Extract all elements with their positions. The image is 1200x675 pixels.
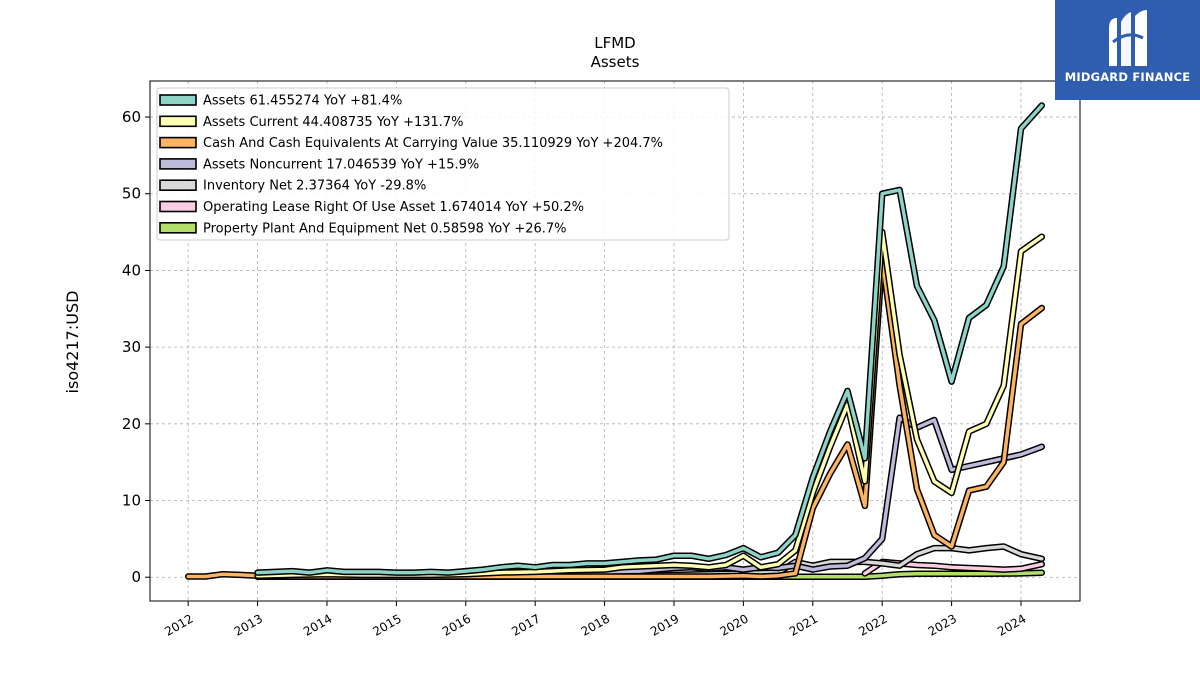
chart-title: LFMD — [594, 34, 635, 52]
legend-label: Assets Noncurrent 17.046539 YoY +15.9% — [203, 157, 479, 172]
legend-box — [156, 87, 730, 241]
x-tick-label: 2014 — [301, 611, 334, 638]
legend-item: Inventory Net 2.37364 YoY -29.8% — [159, 179, 426, 194]
legend: Assets 61.455274 YoY +81.4% Assets Curren… — [156, 87, 730, 241]
x-tick-label: 2016 — [440, 611, 473, 638]
y-tick-label: 60 — [122, 108, 141, 126]
legend-item: Property Plant And Equipment Net 0.58598… — [159, 221, 567, 236]
x-tick-label: 2012 — [162, 611, 195, 638]
y-tick-label: 20 — [122, 415, 141, 433]
legend-item: Assets Noncurrent 17.046539 YoY +15.9% — [159, 157, 479, 172]
series-line-0 — [254, 102, 1046, 576]
x-tick-label: 2021 — [787, 611, 820, 638]
y-tick-label: 50 — [122, 185, 141, 203]
legend-item: Operating Lease Right Of Use Asset 1.674… — [159, 200, 584, 215]
grid-lines — [150, 81, 1080, 601]
legend-swatch — [159, 158, 197, 170]
legend-swatch — [159, 94, 197, 106]
y-tick-label: 0 — [131, 568, 141, 586]
legend-label: Assets 61.455274 YoY +81.4% — [203, 94, 402, 109]
y-axis-label: iso4217:USD — [63, 291, 82, 394]
x-tick-label: 2024 — [995, 611, 1028, 638]
chart-subtitle: Assets — [591, 53, 640, 71]
x-tick-label: 2015 — [370, 611, 403, 638]
legend-swatch — [159, 115, 197, 128]
series-line-1 — [254, 228, 1046, 579]
x-tick-label: 2023 — [926, 611, 959, 638]
legend-item: Cash And Cash Equivalents At Carrying Va… — [159, 136, 663, 151]
x-tick-label: 2019 — [648, 611, 681, 638]
series-outline — [254, 228, 1046, 579]
midgard-m-logo-icon — [1109, 10, 1147, 66]
series-stroke — [255, 103, 1044, 575]
x-tick-label: 2018 — [579, 611, 612, 638]
legend-label: Inventory Net 2.37364 YoY -29.8% — [203, 179, 426, 194]
legend-swatch — [159, 222, 197, 234]
legend-label: Assets Current 44.408735 YoY +131.7% — [203, 115, 464, 130]
brand-name: MIDGARD FINANCE — [1064, 70, 1191, 84]
series-stroke — [255, 230, 1044, 578]
x-tick-label: 2013 — [232, 611, 265, 638]
x-tick-label: 2022 — [856, 611, 889, 638]
series-lines — [184, 102, 1046, 581]
legend-label: Cash And Cash Equivalents At Carrying Va… — [203, 136, 663, 151]
legend-swatch — [159, 136, 197, 149]
x-tick-label: 2020 — [717, 611, 750, 638]
y-axis-ticks: 0 10 20 30 40 50 60 — [122, 108, 150, 586]
plot-frame — [149, 80, 1081, 602]
y-tick-label: 10 — [122, 492, 141, 510]
y-tick-label: 30 — [122, 338, 141, 356]
x-tick-label: 2017 — [509, 611, 542, 638]
y-tick-label: 40 — [122, 261, 141, 279]
x-axis-ticks: 2012 2013 2014 2015 2016 2017 2018 2019 2020 2021… — [162, 601, 1029, 639]
legend-label: Operating Lease Right Of Use Asset 1.674… — [203, 200, 584, 215]
legend-item: Assets Current 44.408735 YoY +131.7% — [159, 115, 464, 130]
midgard-finance-logo: MIDGARD FINANCE — [1055, 0, 1200, 100]
legend-swatch — [159, 179, 197, 191]
legend-item: Assets 61.455274 YoY +81.4% — [159, 94, 402, 109]
legend-swatch — [159, 200, 197, 213]
legend-label: Property Plant And Equipment Net 0.58598… — [203, 221, 567, 236]
